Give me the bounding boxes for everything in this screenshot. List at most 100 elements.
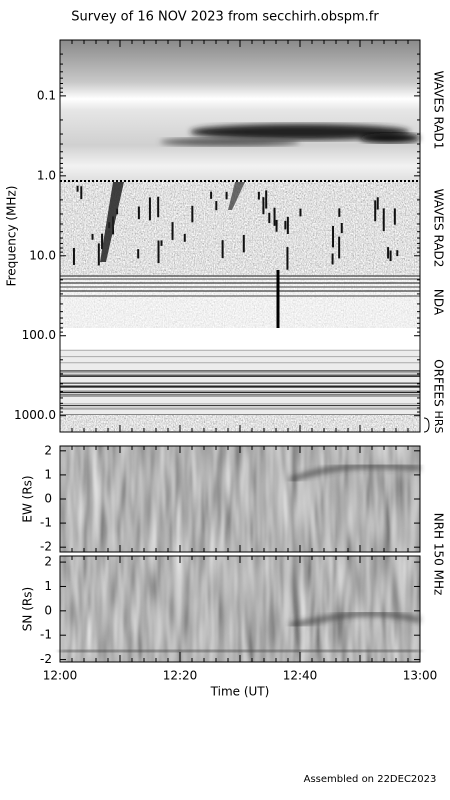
y-tick-label: -2 [40,652,52,666]
y-tick-label: 1 [44,579,52,593]
rad2-edge [120,180,122,182]
rad2-edge [116,180,118,182]
type3-burst [228,182,245,210]
instrument-label: WAVES RAD1 [432,71,446,150]
rad2-edge [272,180,274,182]
rad2-edge [356,180,358,182]
x-axis-title: Time (UT) [210,685,270,699]
rad2-edge [360,180,362,182]
rad2-edge [84,180,86,182]
rad2-edge [128,180,130,182]
y-tick-label: 0 [44,603,52,617]
rad2-edge [408,180,410,182]
rad2-edge [304,180,306,182]
rad2-edge [176,180,178,182]
hrs-bracket [423,417,430,433]
rad2-edge [172,180,174,182]
rad2-edge [72,180,74,182]
y-tick-label: 2 [44,443,52,457]
rad2-edge [196,180,198,182]
rad2-edge [396,180,398,182]
rad2-edge [164,180,166,182]
source-band [59,646,421,656]
rad2-edge [344,180,346,182]
rad2-edge [348,180,350,182]
rad2-edge [104,180,106,182]
y-axis-title: SN (Rs) [21,587,35,631]
y-tick-label: 0.1 [37,88,56,102]
nda-band [60,275,420,328]
rad2-edge [384,180,386,182]
rad2-edge [292,180,294,182]
rad2-edge [244,180,246,182]
rad2-edge [80,180,82,182]
nrh-background [60,556,420,662]
rad2-edge [300,180,302,182]
rad2-edge [372,180,374,182]
rad2-edge [412,180,414,182]
rad2-edge [284,180,286,182]
y-tick-label: 0 [44,492,52,506]
instrument-label: NRH 150 MHz [432,513,446,596]
instrument-label: HRS [432,411,445,434]
rad2-edge [328,180,330,182]
rad2-edge [312,180,314,182]
rad2-edge [380,180,382,182]
rad2-edge [240,180,242,182]
rad2-edge [108,180,110,182]
rad2-edge [184,180,186,182]
instrument-label: NDA [432,289,446,316]
rad2-edge [60,180,62,182]
rad2-edge [296,180,298,182]
rad2-edge [192,180,194,182]
rad2-edge [364,180,366,182]
rad2-edge [160,180,162,182]
rad2-edge [280,180,282,182]
rad2-edge [340,180,342,182]
nrh-image [59,556,421,662]
rad2-edge [224,180,226,182]
instrument-label: ORFEES [432,359,446,406]
rad2-edge [212,180,214,182]
rad2-edge [68,180,70,182]
rad2-edge [152,180,154,182]
nrh-background [60,446,420,552]
rad2-edge [96,180,98,182]
y-tick-label: 1 [44,467,52,481]
rad2-edge [168,180,170,182]
rad2-edge [256,180,258,182]
rad2-edge [228,180,230,182]
y-tick-label: 1000.0 [14,408,56,422]
instrument-label: WAVES RAD2 [432,189,446,268]
source-track [289,463,421,483]
rad2-edge [260,180,262,182]
footer: Assembled on 22DEC2023 [304,774,437,785]
y-tick-label: -2 [40,540,52,554]
nrh-shade [60,446,420,552]
title: Survey of 16 NOV 2023 from secchirh.obsp… [71,10,379,25]
rad2-edge [188,180,190,182]
burst-blob [190,124,410,140]
x-tick-label: 12:00 [43,669,78,683]
y-tick-label: -1 [40,628,52,642]
rad2-edge [204,180,206,182]
burst-blob [360,133,420,143]
rad2-edge [416,180,418,182]
y-axis-title: Frequency (MHz) [5,186,19,287]
y-tick-label: 1.0 [37,168,56,182]
rad2-edge [308,180,310,182]
x-tick-label: 13:00 [403,669,438,683]
rad2-edge [136,180,138,182]
nrh-image [60,446,421,552]
rad2-edge [140,180,142,182]
rad2-edge [132,180,134,182]
rad2-edge [392,180,394,182]
rad2-edge [232,180,234,182]
x-tick-label: 12:40 [283,669,318,683]
nrh-shade [60,556,420,662]
rad2-edge [324,180,326,182]
rad2-edge [252,180,254,182]
rad2-edge [288,180,290,182]
x-tick-label: 12:20 [163,669,198,683]
